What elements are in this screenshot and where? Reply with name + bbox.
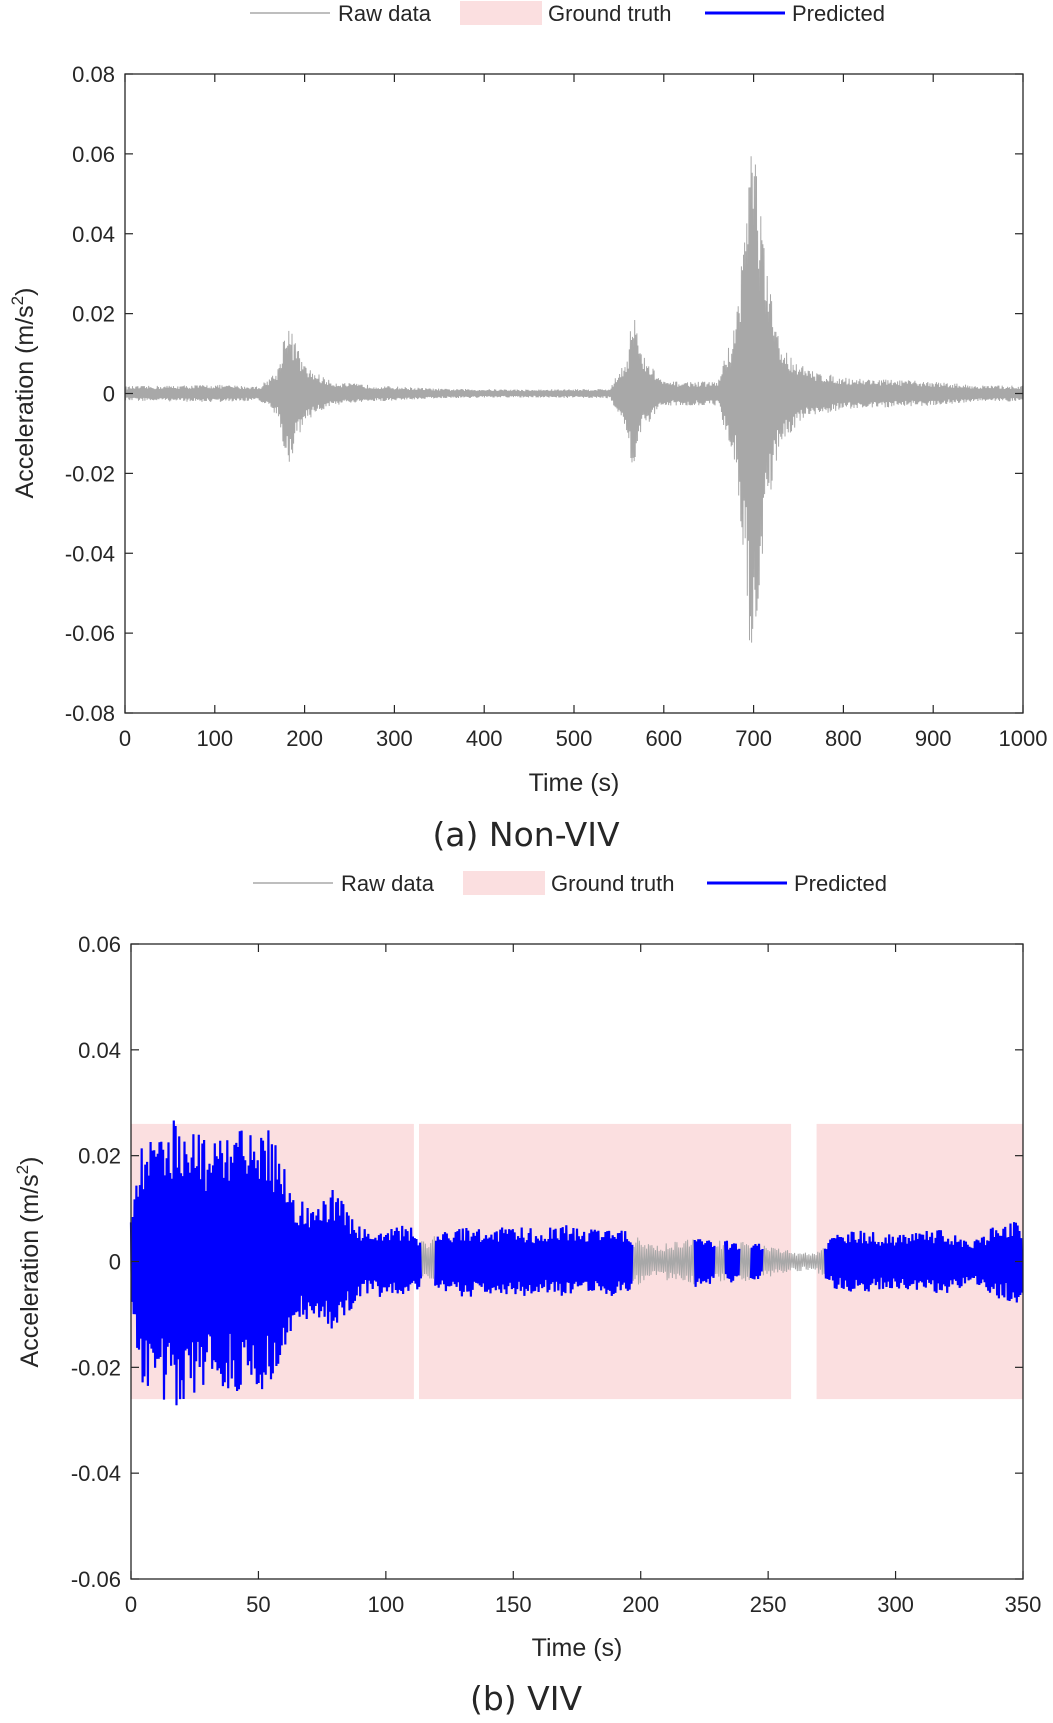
predicted-segment — [129, 1120, 422, 1406]
y-axis-label-close: ) — [16, 1157, 44, 1165]
x-tick-label: 200 — [622, 1592, 659, 1617]
y-axis-label-close: ) — [11, 288, 39, 296]
x-axis-ticks: 0 50 100 150 200 250 300 350 — [125, 944, 1041, 1617]
legend-predicted-label: Predicted — [794, 871, 887, 896]
x-tick-label: 400 — [466, 726, 503, 751]
y-axis-label-text: Acceleration (m/s — [11, 305, 39, 498]
predicted-segment — [749, 1243, 764, 1280]
y-tick-label: 0 — [109, 1250, 121, 1275]
chart-panel-non-viv: Raw data Ground truth Predicted -0.08-0.… — [8, 1, 1047, 854]
legend: Raw data Ground truth Predicted — [250, 1, 885, 26]
legend-predicted-label: Predicted — [792, 1, 885, 26]
x-tick-label: 300 — [877, 1592, 914, 1617]
predicted-segment — [724, 1240, 741, 1283]
y-tick-label: 0.04 — [72, 222, 115, 247]
x-tick-label: 50 — [246, 1592, 270, 1617]
x-tick-label: 100 — [367, 1592, 404, 1617]
x-tick-label: 1000 — [999, 726, 1048, 751]
x-tick-label: 600 — [645, 726, 682, 751]
y-tick-label: 0.04 — [78, 1038, 121, 1063]
x-tick-label: 200 — [286, 726, 323, 751]
y-axis-label: Acceleration (m/s2) — [13, 1157, 44, 1368]
y-tick-label: 0.08 — [72, 62, 115, 87]
legend-truth-label: Ground truth — [551, 871, 675, 896]
x-tick-label: 700 — [735, 726, 772, 751]
y-axis-label: Acceleration (m/s2) — [8, 288, 39, 499]
y-tick-label: -0.08 — [65, 701, 115, 726]
panel-caption: (a) Non-VIV — [432, 815, 620, 854]
legend-raw-label: Raw data — [341, 871, 435, 896]
x-tick-label: 900 — [915, 726, 952, 751]
y-tick-label: -0.04 — [71, 1461, 121, 1486]
legend-raw-label: Raw data — [338, 1, 432, 26]
y-tick-label: 0.02 — [78, 1144, 121, 1169]
predicted-segment — [693, 1239, 716, 1287]
y-tick-label: 0.06 — [78, 932, 121, 957]
x-tick-label: 350 — [1005, 1592, 1042, 1617]
x-tick-label: 300 — [376, 726, 413, 751]
x-axis-ticks: 0 100 200 300 400 500 600 700 800 900 1000 — [119, 74, 1048, 751]
y-tick-label: 0 — [103, 382, 115, 407]
y-tick-label: -0.06 — [71, 1567, 121, 1592]
y-axis-label-text: Acceleration (m/s — [16, 1174, 44, 1367]
y-axis-label-sup: 2 — [8, 296, 27, 305]
x-tick-label: 0 — [119, 726, 131, 751]
y-tick-label: -0.04 — [65, 541, 115, 566]
x-tick-label: 800 — [825, 726, 862, 751]
x-tick-label: 100 — [196, 726, 233, 751]
panel-caption: (b) VIV — [470, 1679, 582, 1718]
x-tick-label: 250 — [750, 1592, 787, 1617]
x-axis-label: Time (s) — [532, 1634, 623, 1662]
legend-truth-swatch — [463, 871, 545, 895]
x-tick-label: 150 — [495, 1592, 532, 1617]
predicted-series — [129, 1120, 1024, 1406]
x-tick-label: 500 — [556, 726, 593, 751]
legend: Raw data Ground truth Predicted — [253, 871, 887, 896]
y-tick-label: 0.06 — [72, 142, 115, 167]
legend-truth-swatch — [460, 1, 542, 25]
legend-truth-label: Ground truth — [548, 1, 672, 26]
y-tick-label: 0.02 — [72, 302, 115, 327]
predicted-segment — [823, 1222, 1024, 1303]
y-axis-ticks: -0.08 -0.06 -0.04 -0.02 0 0.02 0.04 0.06 0.08 — [65, 62, 1023, 726]
x-tick-label: 0 — [125, 1592, 137, 1617]
raw-data-line — [124, 156, 1024, 643]
chart-panel-viv: Raw data Ground truth Predicted -0.06-0.… — [13, 871, 1041, 1718]
x-axis-label: Time (s) — [529, 769, 620, 797]
raw-data-series — [124, 156, 1024, 643]
y-axis-label-sup: 2 — [13, 1165, 32, 1174]
y-tick-label: -0.06 — [65, 621, 115, 646]
y-tick-label: -0.02 — [71, 1355, 121, 1380]
y-tick-label: -0.02 — [65, 461, 115, 486]
y-axis-ticks: -0.06 -0.04 -0.02 0 0.02 0.04 0.06 — [71, 932, 1023, 1592]
predicted-segment — [434, 1225, 634, 1297]
